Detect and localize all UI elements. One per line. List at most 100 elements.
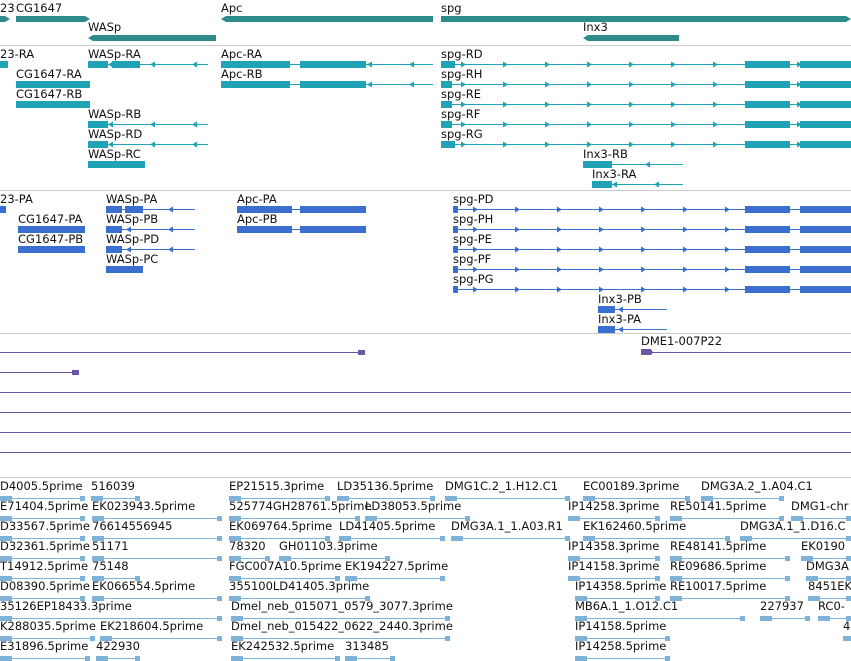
est-label[interactable]: EP21515.3prime	[229, 479, 324, 493]
est-feature[interactable]	[818, 616, 851, 621]
protein[interactable]: CG1647-PA	[18, 212, 85, 233]
protein[interactable]: 23-PA	[0, 192, 33, 213]
est-feature[interactable]	[801, 556, 851, 561]
protein[interactable]: CG1647-PB	[18, 232, 85, 253]
est-feature[interactable]	[0, 556, 85, 561]
transcript-exon[interactable]	[800, 61, 851, 68]
gene-label[interactable]: CG1647	[16, 1, 62, 15]
gene-bar[interactable]	[16, 16, 90, 22]
transcript-exon[interactable]	[300, 61, 366, 68]
est-label[interactable]: 76614556945	[92, 519, 172, 533]
transcript[interactable]: WASp-RC	[88, 147, 145, 168]
transcript-label[interactable]: WASp-RD	[88, 127, 142, 141]
transcript[interactable]: Apc-RA	[221, 47, 433, 68]
transcript-exon[interactable]	[441, 141, 455, 148]
est-feature[interactable]	[92, 596, 222, 601]
protein-exon[interactable]	[453, 266, 458, 273]
est-label[interactable]: EK218604.5prime	[100, 619, 203, 633]
est-feature[interactable]	[229, 496, 330, 501]
protein-exon[interactable]	[300, 226, 366, 233]
est-feature[interactable]	[791, 516, 851, 521]
protein-exon[interactable]	[106, 206, 122, 213]
protein[interactable]: Apc-PB	[237, 212, 366, 233]
transcript-exon[interactable]	[745, 121, 790, 128]
est-feature[interactable]	[575, 616, 745, 621]
est-label[interactable]: 355100LD41405.3prime	[229, 579, 369, 593]
est-label[interactable]: LD41405.5prime	[339, 519, 435, 533]
transcript-label[interactable]: spg-RG	[441, 127, 483, 141]
est-label[interactable]: DMG3A.1_1.A03.R1	[451, 519, 563, 533]
est-feature[interactable]	[279, 556, 390, 561]
transcript[interactable]: Inx3-RB	[583, 147, 683, 168]
protein-label[interactable]: WASp-PC	[106, 252, 158, 266]
gene-label[interactable]: WASp	[88, 20, 121, 34]
protein-exon[interactable]	[800, 246, 851, 253]
transcript-exon[interactable]	[800, 121, 851, 128]
protein-exon[interactable]	[800, 266, 851, 273]
transcript-exon[interactable]	[441, 81, 452, 88]
protein-label[interactable]: Inx3-PA	[598, 312, 641, 326]
protein-exon[interactable]	[745, 286, 790, 293]
protein-exon[interactable]	[106, 226, 122, 233]
protein-exon[interactable]	[125, 206, 143, 213]
transcript[interactable]: Apc-RB	[221, 67, 433, 88]
transcript-exon[interactable]	[441, 61, 455, 68]
gene-feature[interactable]: Apc	[221, 1, 433, 22]
transcript-exon[interactable]	[745, 101, 790, 108]
est-label[interactable]: 35126EP18433.3prime	[0, 599, 132, 613]
transcript[interactable]: 23-RA	[0, 47, 34, 68]
gene-bar[interactable]	[0, 16, 10, 22]
est-feature[interactable]	[231, 656, 340, 661]
gene-feature[interactable]: 23	[0, 1, 15, 22]
est-feature[interactable]	[0, 536, 85, 541]
protein-exon[interactable]	[453, 206, 458, 213]
protein[interactable]: WASp-PB	[106, 212, 195, 233]
protein[interactable]: spg-PH	[453, 212, 851, 233]
transcript-exon[interactable]	[16, 81, 90, 88]
est-feature[interactable]	[231, 636, 450, 641]
transcript-label[interactable]: WASp-RC	[88, 147, 141, 161]
est-feature[interactable]	[229, 516, 360, 521]
est-label[interactable]: D08390.5prime	[0, 579, 90, 593]
gene-label[interactable]: Apc	[221, 1, 243, 15]
clone-end-marker[interactable]	[72, 370, 79, 375]
gene-bar[interactable]	[441, 16, 851, 22]
transcript-exon[interactable]	[88, 121, 108, 128]
est-feature[interactable]	[760, 616, 810, 621]
gene-feature[interactable]: Inx3	[583, 20, 679, 41]
est-label[interactable]: EK162460.5prime	[583, 519, 686, 533]
protein[interactable]: Apc-PA	[237, 192, 366, 213]
transcript[interactable]: CG1647-RB	[16, 87, 90, 108]
est-label[interactable]: IP14258.5prime	[575, 639, 666, 653]
est-feature[interactable]	[229, 576, 340, 581]
est-feature[interactable]	[365, 516, 470, 521]
est-feature[interactable]	[568, 576, 660, 581]
est-label[interactable]: E71404.5prime	[0, 499, 88, 513]
protein-label[interactable]: 23-PA	[0, 192, 33, 206]
protein-label[interactable]: spg-PE	[453, 232, 492, 246]
clone-start-marker[interactable]	[641, 349, 653, 355]
protein-exon[interactable]	[800, 226, 851, 233]
transcript-exon[interactable]	[592, 181, 612, 188]
transcript[interactable]: spg-RF	[441, 107, 851, 128]
est-label[interactable]: LD38053.5prime	[365, 499, 461, 513]
est-label[interactable]: D33567.5prime	[0, 519, 90, 533]
gene-label[interactable]: spg	[441, 1, 462, 15]
transcript-label[interactable]: Apc-RA	[221, 47, 262, 61]
est-label[interactable]: T14912.5prime	[0, 559, 88, 573]
est-feature[interactable]	[670, 556, 790, 561]
gene-feature[interactable]: CG1647	[16, 1, 90, 22]
protein[interactable]: spg-PF	[453, 252, 851, 273]
est-label[interactable]: DMG3A.2_1.A04.C1	[701, 479, 813, 493]
est-label[interactable]: Dmel_neb_015071_0579_3077.3prime	[231, 599, 453, 613]
protein-exon[interactable]	[300, 206, 366, 213]
protein-exon[interactable]	[453, 226, 458, 233]
protein-label[interactable]: WASp-PB	[106, 212, 158, 226]
clone-label[interactable]: DME1-007P22	[641, 334, 722, 348]
est-label[interactable]: GH01103.3prime	[279, 539, 378, 553]
est-label[interactable]: 227937	[760, 599, 804, 613]
gene-feature[interactable]: spg	[441, 1, 851, 22]
est-label[interactable]: EK0190	[801, 539, 845, 553]
est-feature[interactable]	[670, 516, 784, 521]
est-label[interactable]: FGC007A10.5prime	[229, 559, 341, 573]
